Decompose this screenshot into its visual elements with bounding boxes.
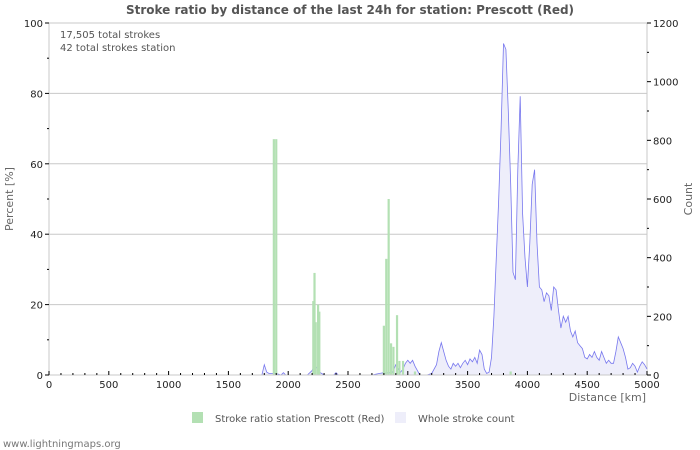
y-tick-label: 80: [30, 89, 43, 100]
y-tick-label: 60: [30, 160, 43, 171]
y-tick-label: 40: [30, 230, 43, 241]
ratio-bar: [312, 301, 315, 375]
info-total-strokes: 17,505 total strokes: [60, 30, 160, 41]
ratio-bar: [509, 371, 512, 375]
x-tick-label: 3500: [455, 380, 480, 391]
y2-tick-label: 400: [653, 254, 672, 265]
ratio-bar: [392, 346, 395, 375]
x-tick-label: 1000: [156, 380, 181, 391]
y2-tick-label: 200: [653, 312, 672, 323]
y2-axis-label: Count: [682, 182, 695, 215]
ratio-bar: [382, 325, 385, 375]
y2-tick-label: 600: [653, 195, 672, 206]
y2-tick-label: 800: [653, 136, 672, 147]
x-axis-label: Distance [km]: [569, 391, 646, 404]
x-tick-label: 0: [46, 380, 52, 391]
ratio-bar: [318, 311, 321, 375]
ratio-bar: [385, 258, 388, 375]
x-tick-label: 5000: [634, 380, 659, 391]
x-tick-label: 2500: [335, 380, 360, 391]
ratio-bar: [275, 139, 278, 375]
ratio-bar: [401, 360, 405, 375]
y-axis-label: Percent [%]: [3, 167, 16, 231]
x-tick-label: 3000: [395, 380, 420, 391]
y2-tick-label: 0: [653, 371, 659, 382]
ratio-bar: [395, 315, 399, 375]
ratio-bar: [313, 272, 316, 375]
info-station-strokes: 42 total strokes station: [60, 43, 175, 54]
x-tick-label: 2000: [275, 380, 300, 391]
count-line: [49, 43, 648, 376]
y2-tick-label: 1000: [653, 78, 678, 89]
ratio-bar: [413, 371, 417, 375]
count-area: [49, 43, 647, 375]
ratio-bar: [314, 322, 317, 375]
ratio-bar: [387, 199, 390, 375]
footer-link[interactable]: www.lightningmaps.org: [3, 439, 121, 450]
ratio-bar: [272, 139, 275, 375]
legend-swatch-ratio: [192, 412, 203, 423]
x-tick-label: 500: [99, 380, 118, 391]
ratio-bar: [398, 360, 401, 375]
legend-label-ratio: Stroke ratio station Prescott (Red): [215, 414, 385, 425]
legend-label-count: Whole stroke count: [418, 414, 515, 425]
y2-tick-label: 1200: [653, 19, 678, 30]
x-tick-label: 1500: [216, 380, 241, 391]
y-tick-label: 20: [30, 301, 43, 312]
x-tick-label: 4000: [515, 380, 540, 391]
ratio-bar: [389, 343, 393, 375]
ratio-bar: [317, 304, 320, 375]
legend-swatch-count: [395, 412, 406, 423]
x-tick-label: 4500: [574, 380, 599, 391]
y-tick-label: 0: [37, 371, 43, 382]
chart-title: Stroke ratio by distance of the last 24h…: [126, 3, 574, 17]
y-tick-label: 100: [24, 19, 43, 30]
